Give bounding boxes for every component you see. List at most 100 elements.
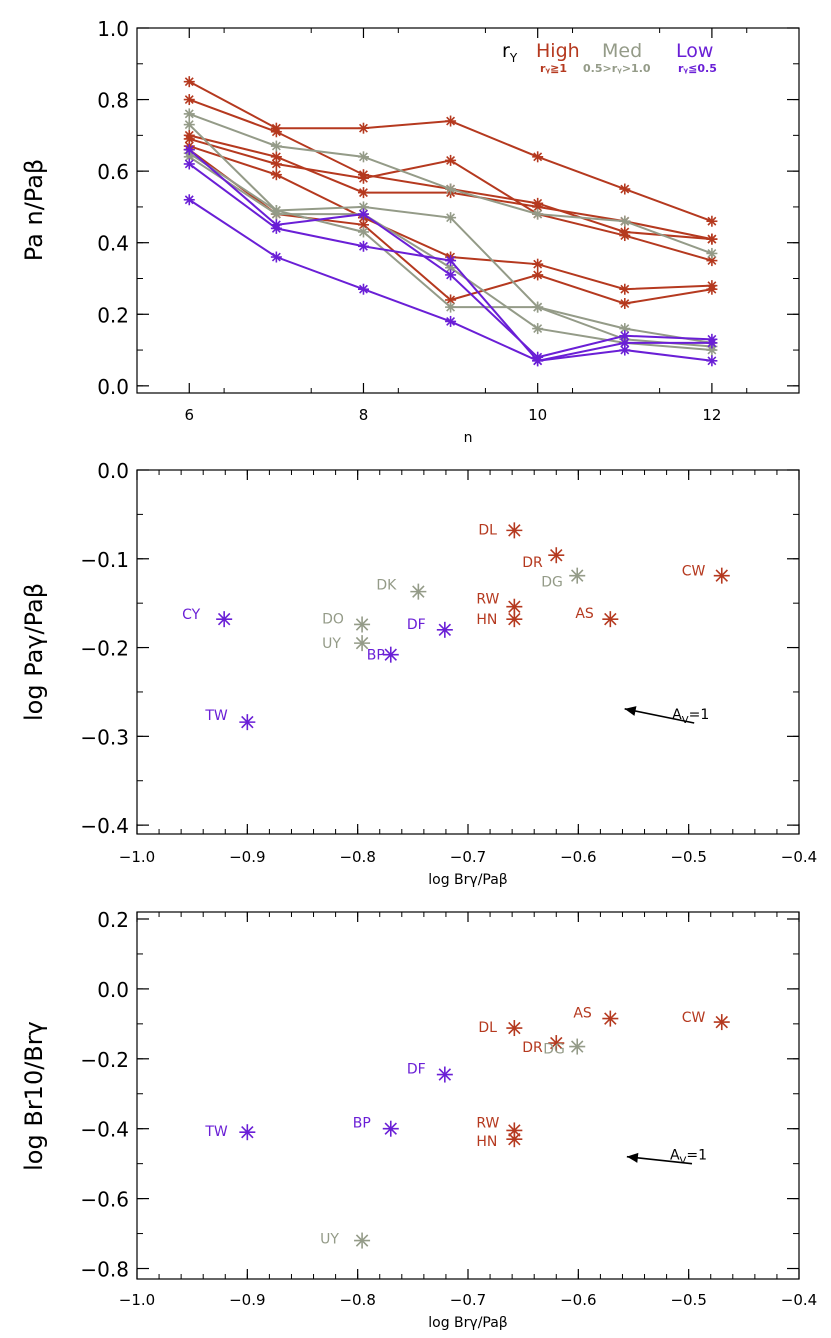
- data-point: [270, 140, 282, 152]
- point-label: DG: [541, 575, 563, 591]
- x-tick-label: 10: [528, 406, 547, 424]
- marker-stroke: [508, 1021, 521, 1035]
- y-tick-label: −0.4: [80, 1118, 129, 1142]
- x-tick-label: 8: [359, 406, 369, 424]
- line-chart-panel: 6 8 10 12 0.0 0.2 0.4 0.6 0.8 1.0 n Pa n/Paβ rY H…: [20, 17, 800, 446]
- point-label: DF: [407, 1062, 426, 1078]
- vector-arrowhead: [624, 706, 637, 716]
- data-point: [532, 151, 544, 163]
- series-med-6: [183, 108, 718, 259]
- vector-arrowhead: [626, 1152, 639, 1163]
- data-point: [532, 201, 544, 213]
- marker-stroke: [438, 623, 452, 637]
- point-label: BP: [367, 648, 385, 664]
- point-dl: DL: [478, 1020, 523, 1037]
- data-point: [270, 169, 282, 181]
- legend-med-sub: 0.5>rᵧ>1.0: [583, 62, 651, 75]
- legend-low-sub: rᵧ≦0.5: [678, 62, 717, 75]
- point-marker: [239, 1124, 256, 1141]
- marker-stroke: [508, 524, 521, 537]
- point-marker: [602, 1010, 619, 1027]
- marker-stroke: [359, 220, 368, 230]
- point-dr: DR: [522, 547, 565, 571]
- data-point: [706, 337, 718, 349]
- data-point: [357, 187, 369, 199]
- marker-stroke: [184, 95, 194, 105]
- data-point: [445, 269, 457, 281]
- x-axis-label: log Brγ/Paβ: [428, 872, 507, 888]
- marker-stroke: [707, 345, 717, 355]
- points-layer: AS CW DL DR DG DF BP RW TW HN UY: [204, 1006, 730, 1249]
- data-point: [270, 126, 282, 138]
- marker-stroke: [707, 234, 717, 244]
- y-tick-label: −0.2: [80, 1048, 129, 1072]
- marker-stroke: [620, 299, 630, 308]
- point-label: TW: [204, 708, 228, 724]
- marker-stroke: [359, 241, 368, 251]
- axis-ticks: −1.0 −0.9 −0.8 −0.7 −0.6 −0.5 −0.4 0.0 −0.1 −0.2 −…: [80, 459, 817, 866]
- data-point: [183, 158, 195, 170]
- marker-stroke: [412, 585, 425, 598]
- data-point: [445, 115, 457, 127]
- point-as: AS: [573, 1006, 619, 1027]
- point-marker: [354, 1232, 371, 1249]
- marker-stroke: [184, 77, 194, 87]
- data-point: [706, 355, 718, 367]
- point-marker: [506, 598, 523, 615]
- series-line: [188, 80, 713, 223]
- marker-stroke: [271, 223, 281, 233]
- marker-stroke: [271, 127, 281, 137]
- marker-stroke: [271, 152, 281, 162]
- point-cy: CY: [182, 607, 233, 628]
- point-marker: [354, 635, 371, 652]
- vector-label: AV=1: [670, 1148, 707, 1167]
- data-point: [183, 76, 195, 88]
- marker-stroke: [604, 612, 617, 626]
- marker-stroke: [620, 338, 630, 348]
- y-tick-label: 1.0: [97, 17, 129, 41]
- point-label: CW: [682, 1010, 706, 1026]
- point-label: DF: [407, 617, 426, 633]
- marker-stroke: [620, 184, 630, 194]
- x-tick-label: −0.6: [560, 848, 596, 866]
- vector-label: AV=1: [672, 707, 709, 726]
- point-marker: [436, 1066, 453, 1083]
- point-label: AS: [575, 606, 594, 622]
- data-point: [619, 230, 631, 242]
- marker-stroke: [446, 295, 456, 305]
- data-point: [270, 158, 282, 170]
- point-marker: [548, 547, 565, 564]
- point-marker: [410, 583, 427, 600]
- plot-frame: [136, 27, 800, 394]
- extinction-vector: AV=1: [624, 706, 709, 726]
- point-marker: [506, 611, 523, 628]
- point-label: HN: [476, 612, 497, 628]
- marker-stroke: [184, 109, 194, 119]
- data-point: [445, 315, 457, 327]
- y-tick-label: −0.6: [80, 1188, 129, 1212]
- data-point: [706, 283, 718, 295]
- marker-stroke: [271, 209, 281, 219]
- marker-stroke: [508, 600, 521, 613]
- data-point: [270, 251, 282, 263]
- marker-stroke: [533, 302, 543, 312]
- point-dg: DG: [543, 1038, 586, 1058]
- series-layer: [183, 76, 718, 367]
- point-label: CY: [182, 607, 201, 623]
- point-label: UY: [322, 636, 341, 652]
- data-point: [357, 151, 369, 163]
- legend-med-label: Med: [602, 40, 642, 62]
- point-label: HN: [476, 1134, 497, 1150]
- marker-stroke: [620, 331, 630, 341]
- data-point: [532, 323, 544, 335]
- data-point: [183, 108, 195, 120]
- marker-stroke: [359, 227, 368, 237]
- data-point: [270, 208, 282, 220]
- data-point: [270, 222, 282, 234]
- point-as: AS: [575, 606, 619, 628]
- point-marker: [239, 714, 256, 731]
- marker-stroke: [355, 1234, 369, 1247]
- data-point: [357, 283, 369, 295]
- data-point: [357, 219, 369, 231]
- data-point: [619, 215, 631, 227]
